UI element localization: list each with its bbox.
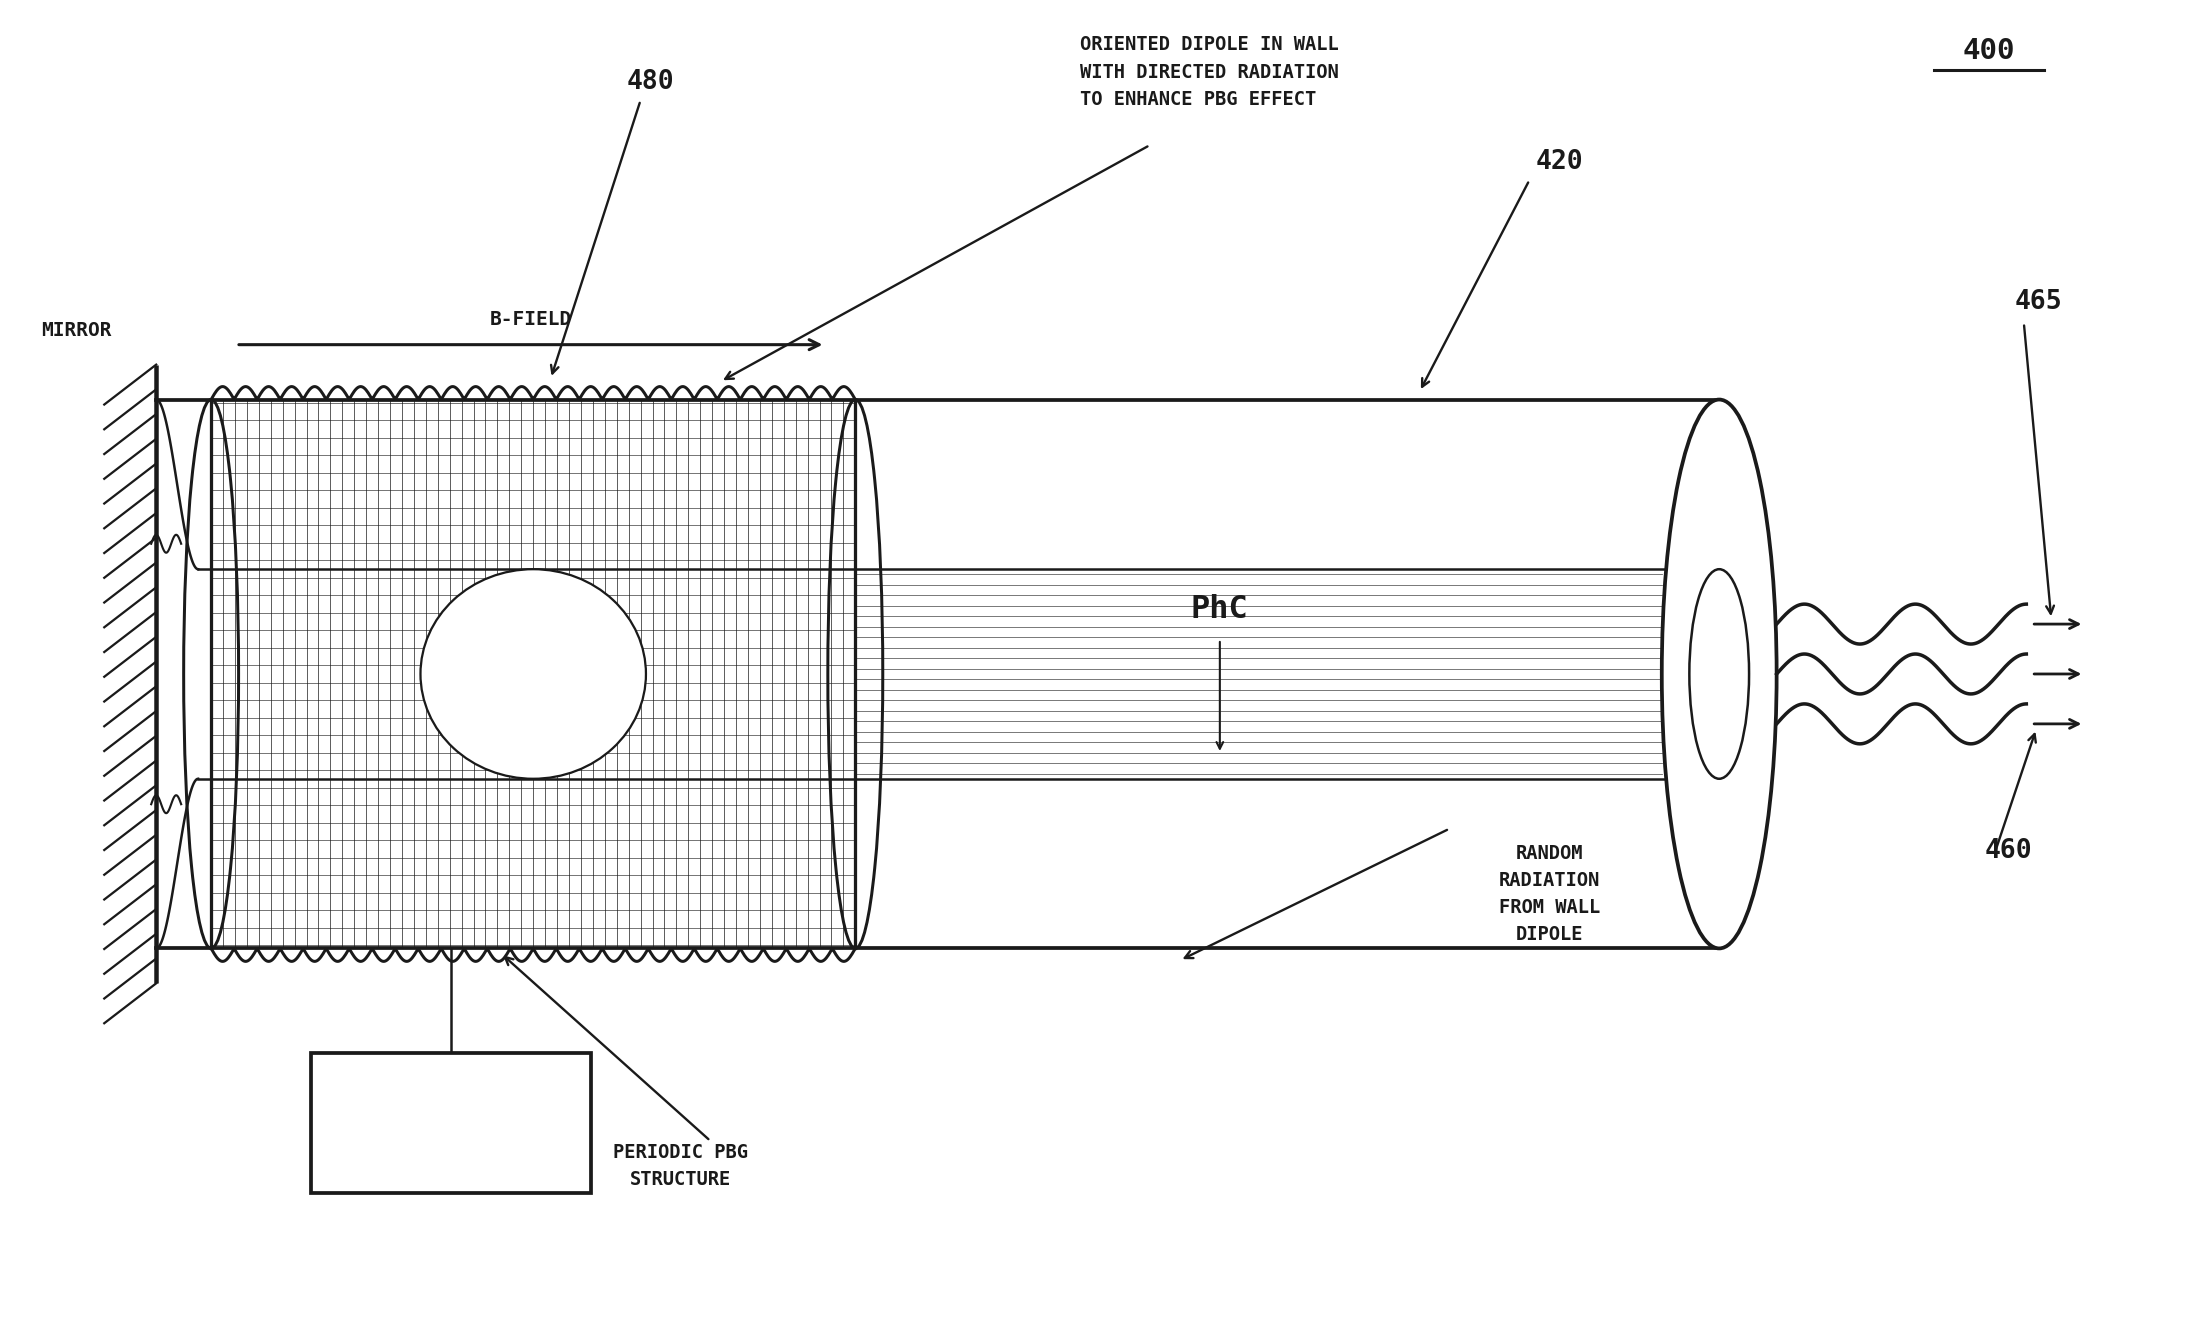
Text: 460: 460 bbox=[1985, 837, 2033, 864]
Text: MIRROR: MIRROR bbox=[42, 320, 112, 340]
Text: B-FIELD: B-FIELD bbox=[489, 310, 572, 328]
Text: POWER: POWER bbox=[419, 1114, 482, 1134]
Text: PERIODIC PBG
STRUCTURE: PERIODIC PBG STRUCTURE bbox=[614, 1143, 748, 1189]
Bar bbox=[311, 1053, 590, 1193]
Text: 465: 465 bbox=[2015, 288, 2064, 315]
Ellipse shape bbox=[1689, 569, 1750, 779]
Ellipse shape bbox=[1662, 400, 1776, 949]
Text: 400: 400 bbox=[1963, 37, 2015, 65]
Text: 480: 480 bbox=[627, 69, 675, 96]
Text: PhC: PhC bbox=[1191, 594, 1248, 625]
Text: ORIENTED DIPOLE IN WALL
WITH DIRECTED RADIATION
TO ENHANCE PBG EFFECT: ORIENTED DIPOLE IN WALL WITH DIRECTED RA… bbox=[1079, 36, 1338, 109]
Ellipse shape bbox=[421, 569, 647, 779]
Text: 420: 420 bbox=[1535, 149, 1583, 175]
Text: RANDOM
RADIATION
FROM WALL
DIPOLE: RANDOM RADIATION FROM WALL DIPOLE bbox=[1498, 844, 1601, 945]
